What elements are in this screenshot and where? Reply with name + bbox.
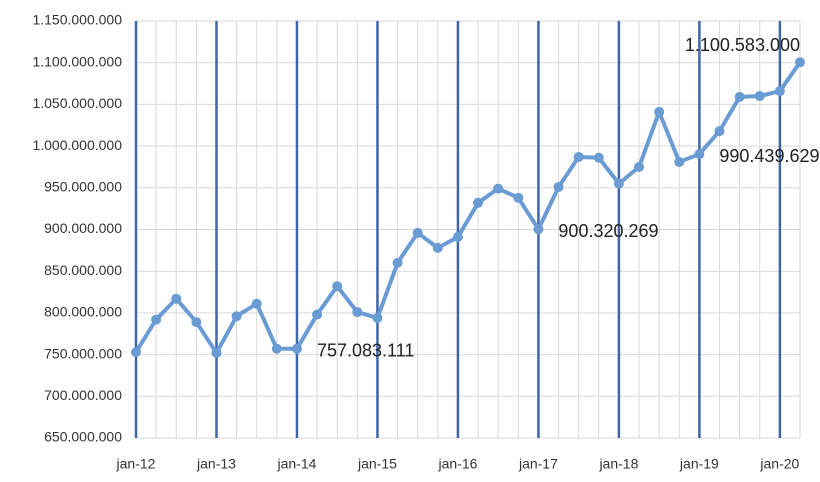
data-point <box>473 197 484 208</box>
data-point <box>754 91 765 102</box>
data-point <box>291 343 302 354</box>
y-tick-label: 900.000.000 <box>44 220 122 236</box>
data-point <box>674 156 685 167</box>
data-point <box>171 293 182 304</box>
y-tick-label: 850.000.000 <box>44 262 122 278</box>
data-label: 1.100.583.000 <box>685 35 800 55</box>
x-tick-label: jan-13 <box>196 456 236 472</box>
data-point <box>593 152 604 163</box>
data-point <box>211 347 222 358</box>
y-tick-label: 750.000.000 <box>44 345 122 361</box>
x-tick-label: jan-12 <box>116 456 156 472</box>
y-tick-label: 1.000.000.000 <box>32 137 122 153</box>
data-point <box>694 149 705 160</box>
data-line <box>134 61 802 355</box>
data-point <box>231 311 242 322</box>
y-tick-label: 1.100.000.000 <box>32 53 122 69</box>
data-point <box>412 227 423 238</box>
x-tick-label: jan-16 <box>437 456 477 472</box>
data-label: 900.320.269 <box>558 221 658 241</box>
y-tick-label: 1.150.000.000 <box>32 12 122 28</box>
x-tick-label: jan-17 <box>518 456 558 472</box>
data-point <box>573 151 584 162</box>
data-point <box>312 309 323 320</box>
y-tick-label: 1.050.000.000 <box>32 95 122 111</box>
y-tick-label: 700.000.000 <box>44 387 122 403</box>
data-point <box>774 86 785 97</box>
data-point <box>332 281 343 292</box>
data-point <box>131 347 141 358</box>
data-point <box>795 57 805 68</box>
y-tick-label: 950.000.000 <box>44 179 122 195</box>
data-point <box>493 183 504 194</box>
data-point <box>634 161 645 172</box>
x-tick-label: jan-14 <box>277 456 317 472</box>
data-point <box>151 314 162 325</box>
data-point <box>533 224 544 235</box>
data-point <box>452 232 463 243</box>
data-point <box>734 91 745 102</box>
data-point <box>613 178 624 189</box>
data-point <box>513 192 524 203</box>
y-tick-label: 650.000.000 <box>44 429 122 445</box>
data-point <box>271 343 282 354</box>
data-point <box>432 242 443 253</box>
data-point <box>191 317 202 328</box>
data-point <box>392 257 403 268</box>
x-tick-label: jan-19 <box>679 456 719 472</box>
data-point <box>714 126 725 137</box>
x-tick-label: jan-18 <box>598 456 638 472</box>
data-point <box>251 298 262 309</box>
data-point <box>372 312 383 323</box>
data-point <box>352 307 363 318</box>
data-point <box>553 181 564 192</box>
y-tick-label: 800.000.000 <box>44 304 122 320</box>
data-point <box>654 106 665 117</box>
data-label: 990.439.629 <box>719 146 819 166</box>
x-tick-label: jan-20 <box>759 456 799 472</box>
data-label: 757.083.111 <box>317 340 414 360</box>
x-tick-label: jan-15 <box>357 456 397 472</box>
